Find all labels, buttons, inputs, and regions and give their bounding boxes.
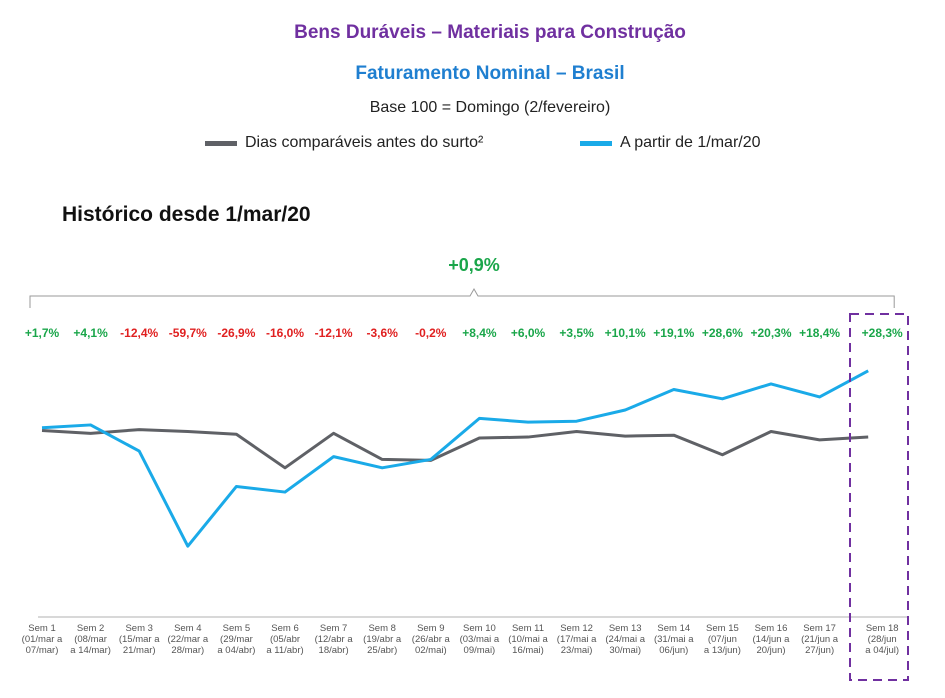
change-label: +28,6% (702, 326, 743, 340)
x-tick-label: (24/mai a (605, 634, 645, 645)
change-label: -0,2% (415, 326, 447, 340)
x-tick-label: Sem 12 (560, 623, 593, 634)
x-tick-label: Sem 7 (320, 623, 347, 634)
x-tick-label: (07/jun (708, 634, 737, 645)
change-label: +8,4% (462, 326, 497, 340)
x-tick-label: Sem 4 (174, 623, 201, 634)
x-tick-label: Sem 2 (77, 623, 104, 634)
x-tick-label: (08/mar (74, 634, 107, 645)
x-tick-label: (17/mai a (557, 634, 597, 645)
x-tick-label: Sem 6 (271, 623, 298, 634)
x-tick-label: 23/mai) (561, 645, 593, 656)
x-tick-label: 09/mai) (464, 645, 496, 656)
series-line-since-march (41, 369, 869, 548)
change-label: +6,0% (511, 326, 546, 340)
x-tick-label: Sem 13 (609, 623, 642, 634)
x-tick-label: a 04/jul) (865, 645, 899, 656)
change-label: -12,4% (120, 326, 158, 340)
x-tick-label: Sem 9 (417, 623, 444, 634)
change-label: +28,3% (862, 326, 903, 340)
x-tick-label: a 14/mar) (70, 645, 111, 656)
x-tick-label: (01/mar a (22, 634, 63, 645)
x-tick-label: 30/mai) (609, 645, 641, 656)
x-tick-label: (21/jun a (801, 634, 839, 645)
weekly-change-labels: +1,7% +4,1% -12,4% -59,7% -26,9% -16,0% -12,1%… (25, 326, 903, 340)
x-tick-label: 20/jun) (756, 645, 785, 656)
x-tick-label: a 13/jun) (704, 645, 741, 656)
legend-label: Dias comparáveis antes do surto² (245, 134, 484, 151)
legend-label: A partir de 1/mar/20 (620, 134, 761, 151)
summary-brace (29, 287, 895, 308)
change-label: -16,0% (266, 326, 304, 340)
x-tick-label: 21/mar) (123, 645, 156, 656)
x-tick-label: (26/abr a (412, 634, 451, 645)
change-label: -3,6% (367, 326, 399, 340)
base-note: Base 100 = Domingo (2/fevereiro) (369, 99, 611, 116)
change-label: -26,9% (217, 326, 255, 340)
x-tick-label: (12/abr a (315, 634, 354, 645)
x-tick-label: Sem 10 (463, 623, 496, 634)
x-tick-label: (15/mar a (119, 634, 160, 645)
x-tick-label: Sem 17 (803, 623, 836, 634)
x-tick-label: (19/abr a (363, 634, 402, 645)
highlight-box-sem18 (849, 313, 909, 681)
legend-item-since-march: A partir de 1/mar/20 (580, 134, 761, 152)
legend-swatch-gray (205, 140, 237, 146)
x-tick-label: (14/jun a (753, 634, 791, 645)
x-tick-label: Sem 3 (125, 623, 152, 634)
change-label: +19,1% (653, 326, 694, 340)
x-tick-label: Sem 18 (866, 623, 899, 634)
x-tick-label: (31/mai a (654, 634, 694, 645)
change-label: +18,4% (799, 326, 840, 340)
x-tick-label: (10/mai a (508, 634, 548, 645)
x-tick-label: Sem 5 (223, 623, 250, 634)
x-tick-label: (29/mar (220, 634, 253, 645)
change-label: +4,1% (73, 326, 108, 340)
x-tick-label: 28/mar) (171, 645, 204, 656)
x-tick-label: 07/mar) (26, 645, 59, 656)
x-tick-label: Sem 8 (368, 623, 395, 634)
series-line-pre-outbreak (41, 428, 869, 470)
change-label: +1,7% (25, 326, 60, 340)
x-tick-label: 27/jun) (805, 645, 834, 656)
x-tick-label: Sem 14 (657, 623, 690, 634)
series-lines (41, 369, 869, 548)
x-tick-label: Sem 1 (28, 623, 55, 634)
x-tick-label: a 11/abr) (266, 645, 303, 656)
x-tick-label: 06/jun) (659, 645, 688, 656)
change-label: +3,5% (559, 326, 594, 340)
change-label: -59,7% (169, 326, 207, 340)
x-tick-label: 16/mai) (512, 645, 544, 656)
x-tick-label: 02/mai) (415, 645, 447, 656)
chart-subtitle: Faturamento Nominal – Brasil (355, 63, 625, 84)
x-tick-label: Sem 15 (706, 623, 739, 634)
legend-item-pre-outbreak: Dias comparáveis antes do surto² (205, 134, 483, 152)
change-label: +20,3% (750, 326, 791, 340)
x-tick-label: (05/abr (270, 634, 300, 645)
x-tick-label: (22/mar a (167, 634, 208, 645)
chart-title: Bens Duráveis – Materiais para Construçã… (294, 22, 686, 43)
x-tick-label: 18/abr) (319, 645, 349, 656)
x-tick-label: (03/mai a (460, 634, 500, 645)
x-tick-label: a 04/abr) (217, 645, 255, 656)
x-tick-label: Sem 11 (512, 623, 544, 634)
x-tick-label: Sem 16 (755, 623, 788, 634)
change-label: +10,1% (605, 326, 646, 340)
change-label: -12,1% (315, 326, 353, 340)
summary-change-label: +0,9% (448, 255, 500, 275)
section-title: Histórico desde 1/mar/20 (62, 203, 311, 226)
x-tick-label: 25/abr) (367, 645, 397, 656)
legend-swatch-blue (580, 140, 612, 146)
x-tick-label: (28/jun (868, 634, 897, 645)
brace-path (29, 287, 895, 308)
